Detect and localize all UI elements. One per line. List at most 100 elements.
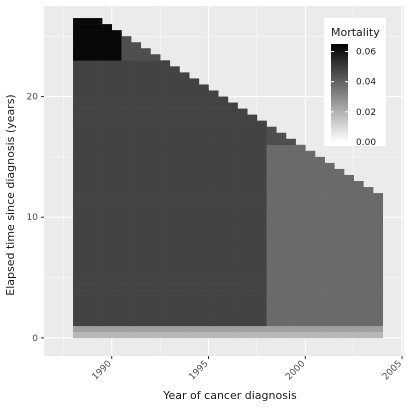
heatmap-tile — [198, 96, 209, 103]
heatmap-tile — [334, 187, 345, 194]
heatmap-tile — [189, 223, 200, 230]
heatmap-tile — [73, 223, 84, 230]
heatmap-tile — [227, 217, 238, 224]
heatmap-tile — [102, 108, 113, 115]
heatmap-tile — [169, 331, 180, 339]
heatmap-tile — [131, 187, 142, 194]
heatmap-tile — [227, 307, 238, 315]
heatmap-tile — [266, 235, 277, 242]
heatmap-tile — [169, 289, 180, 296]
heatmap-tile — [285, 301, 296, 309]
heatmap-tile — [169, 247, 180, 254]
heatmap-tile — [160, 307, 171, 315]
heatmap-tile — [198, 168, 209, 176]
heatmap-tile — [256, 144, 267, 152]
heatmap-tile — [160, 102, 171, 109]
heatmap-tile — [285, 150, 296, 158]
heatmap-tile — [266, 156, 277, 164]
heatmap-tile — [276, 271, 287, 278]
heatmap-tile — [285, 187, 296, 194]
heatmap-tile — [92, 211, 103, 218]
heatmap-tile — [218, 174, 229, 182]
heatmap-tile — [140, 223, 151, 230]
heatmap-tile — [102, 48, 113, 55]
heatmap-tile — [324, 283, 335, 290]
heatmap-tile — [150, 277, 161, 284]
heatmap-tile — [82, 223, 93, 230]
heatmap-tile — [314, 217, 325, 224]
heatmap-tile — [169, 120, 180, 127]
heatmap-tile — [344, 247, 354, 254]
heatmap-tile — [353, 187, 364, 194]
heatmap-tile — [256, 217, 267, 224]
heatmap-tile — [344, 295, 354, 302]
heatmap-tile — [305, 319, 316, 327]
heatmap-tile — [334, 307, 345, 315]
heatmap-tile — [92, 199, 103, 206]
heatmap-tile — [121, 54, 132, 61]
heatmap-tile — [82, 241, 93, 248]
heatmap-tile — [160, 181, 171, 188]
heatmap-tile — [344, 217, 354, 224]
heatmap-tile — [111, 168, 122, 176]
heatmap-tile — [150, 78, 161, 85]
heatmap-tile — [73, 193, 84, 200]
heatmap-tile — [160, 271, 171, 278]
heatmap-tile — [160, 132, 171, 140]
heatmap-tile — [73, 289, 84, 296]
heatmap-tile — [169, 78, 180, 85]
heatmap-tile — [102, 211, 113, 218]
heatmap-tile — [102, 289, 113, 296]
heatmap-tile — [102, 217, 113, 224]
heatmap-tile — [82, 229, 93, 236]
heatmap-tile — [140, 48, 151, 55]
heatmap-tile — [150, 199, 161, 206]
heatmap-tile — [353, 277, 364, 284]
heatmap-tile — [305, 313, 316, 321]
heatmap-tile — [256, 253, 267, 260]
heatmap-tile — [82, 325, 93, 333]
legend-tick-label: 0.04 — [356, 78, 376, 88]
heatmap-tile — [140, 211, 151, 218]
heatmap-tile — [150, 90, 161, 97]
heatmap-tile — [256, 313, 267, 321]
heatmap-tile — [160, 235, 171, 242]
heatmap-tile — [276, 247, 287, 254]
heatmap-tile — [179, 90, 190, 97]
heatmap-tile — [295, 313, 306, 321]
heatmap-tile — [140, 120, 151, 127]
heatmap-tile — [324, 307, 335, 315]
heatmap-tile — [363, 235, 374, 242]
heatmap-tile — [111, 132, 122, 140]
heatmap-tile — [160, 277, 171, 284]
heatmap-tile — [353, 241, 364, 248]
heatmap-tile — [189, 120, 200, 127]
heatmap-tile — [102, 325, 113, 333]
heatmap-tile — [247, 289, 258, 296]
heatmap-tile — [73, 132, 84, 140]
heatmap-tile — [82, 54, 93, 61]
heatmap-tile — [189, 271, 200, 278]
heatmap-tile — [121, 295, 132, 302]
heatmap-tile — [92, 295, 103, 302]
heatmap-tile — [189, 150, 200, 158]
heatmap-tile — [160, 289, 171, 296]
heatmap-tile — [140, 265, 151, 272]
heatmap-tile — [169, 126, 180, 134]
heatmap-tile — [140, 193, 151, 200]
heatmap-tile — [208, 138, 219, 146]
heatmap-tile — [160, 60, 171, 67]
heatmap-tile — [247, 283, 258, 290]
heatmap-tile — [314, 181, 325, 188]
heatmap-tile — [121, 277, 132, 284]
heatmap-tile — [121, 271, 132, 278]
heatmap-tile — [189, 181, 200, 188]
heatmap-tile — [179, 108, 190, 115]
heatmap-tile — [344, 211, 354, 218]
heatmap-tile — [160, 162, 171, 170]
heatmap-tile — [189, 144, 200, 152]
heatmap-tile — [324, 259, 335, 266]
heatmap-tile — [140, 331, 151, 339]
heatmap-tile — [179, 132, 190, 140]
heatmap-tile — [102, 205, 113, 212]
